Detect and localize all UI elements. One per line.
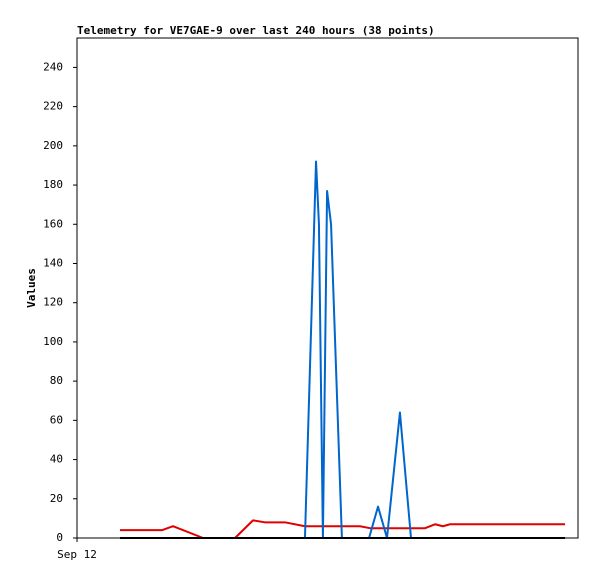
y-tick-label: 220	[43, 100, 63, 113]
y-tick-label: 140	[43, 256, 63, 269]
y-tick-label: 180	[43, 178, 63, 191]
y-tick-label: 120	[43, 296, 63, 309]
y-tick-label: 200	[43, 139, 63, 152]
y-tick-label: 60	[50, 413, 63, 426]
x-tick-label: Sep 12	[57, 548, 97, 561]
chart-title: Telemetry for VE7GAE-9 over last 240 hou…	[77, 24, 435, 37]
y-tick-label: 100	[43, 335, 63, 348]
y-tick-label: 160	[43, 217, 63, 230]
y-tick-label: 0	[56, 531, 63, 544]
y-tick-label: 80	[50, 374, 63, 387]
series-line	[120, 519, 566, 539]
plot-frame	[76, 37, 579, 539]
y-axis-label: Values	[25, 268, 38, 308]
y-tick-label: 20	[50, 492, 63, 505]
y-tick-label: 240	[43, 60, 63, 73]
series-line	[303, 160, 412, 539]
y-tick-label: 40	[50, 453, 63, 466]
